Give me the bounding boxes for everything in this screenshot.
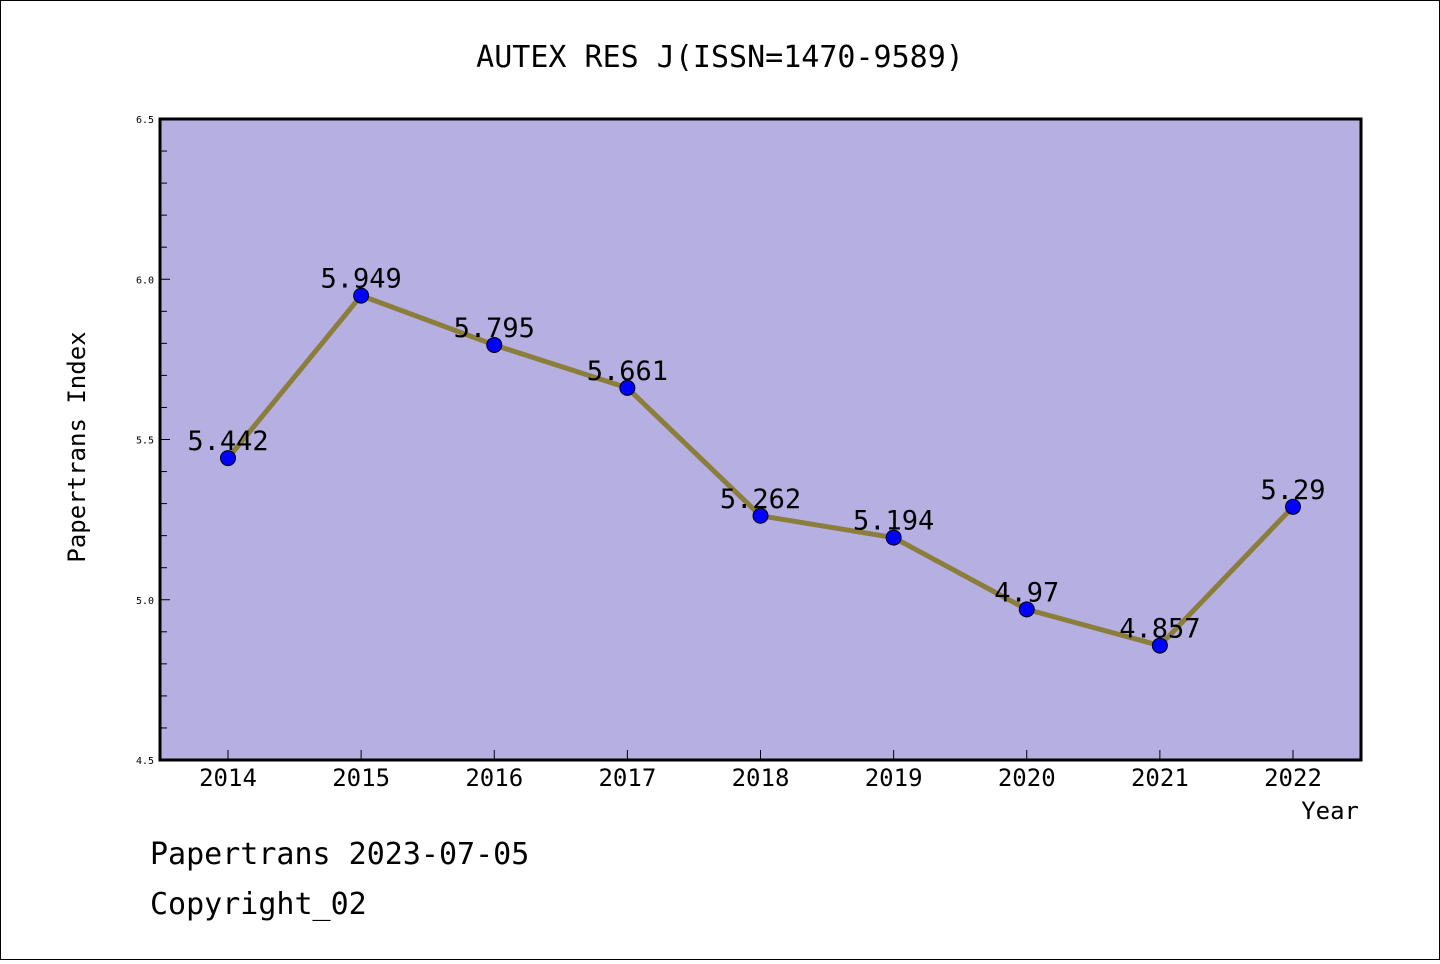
data-label: 5.661	[587, 356, 668, 387]
data-label: 4.97	[994, 577, 1059, 608]
x-tick-label: 2021	[1131, 764, 1189, 792]
y-axis-label: Papertrans Index	[63, 331, 91, 562]
data-point	[1285, 498, 1301, 515]
data-label: 5.442	[187, 426, 268, 457]
data-label: 4.857	[1119, 614, 1200, 645]
x-axis-label: Year	[1301, 797, 1359, 825]
footer-copyright: Copyright_02	[150, 887, 367, 922]
data-label: 5.949	[320, 264, 401, 295]
chart-title: AUTEX RES J(ISSN=1470-9589)	[476, 40, 964, 75]
data-label: 5.29	[1260, 475, 1325, 506]
x-tick-label: 2014	[199, 764, 257, 792]
data-point	[752, 507, 769, 524]
data-label-layer: 5.442 5.949 5.795 5.661 5.262 5.194 4.97 4.857 5…	[187, 264, 1325, 645]
data-point	[353, 287, 370, 304]
x-axis: 2014 2015 2016 2017 2018 2019 2020 2021 2022	[199, 750, 1322, 792]
x-tick-label: 2017	[598, 764, 656, 792]
x-tick-label: 2019	[865, 764, 923, 792]
footer-date: Papertrans 2023-07-05	[150, 837, 529, 872]
x-tick-label: 2018	[732, 764, 790, 792]
data-point	[1151, 637, 1168, 654]
plot-area	[160, 119, 1361, 760]
data-point	[220, 450, 236, 467]
data-label: 5.262	[720, 484, 801, 515]
y-tick-label: 6.0	[136, 275, 154, 286]
data-point	[1018, 601, 1035, 618]
series-layer	[220, 287, 1301, 654]
data-point	[885, 529, 902, 546]
y-tick-label: 5.5	[136, 436, 154, 447]
x-tick-label: 2022	[1264, 764, 1322, 792]
x-tick-label: 2016	[465, 764, 523, 792]
y-tick-label: 6.5	[136, 115, 154, 126]
data-point	[619, 379, 636, 396]
y-tick-label: 5.0	[136, 596, 154, 607]
data-label: 5.795	[454, 313, 535, 344]
data-label: 5.194	[853, 506, 934, 537]
x-tick-label: 2020	[998, 764, 1056, 792]
data-point	[486, 336, 503, 353]
x-tick-label: 2015	[332, 764, 390, 792]
y-tick-label: 4.5	[136, 756, 154, 767]
plot-border	[158, 117, 1363, 762]
